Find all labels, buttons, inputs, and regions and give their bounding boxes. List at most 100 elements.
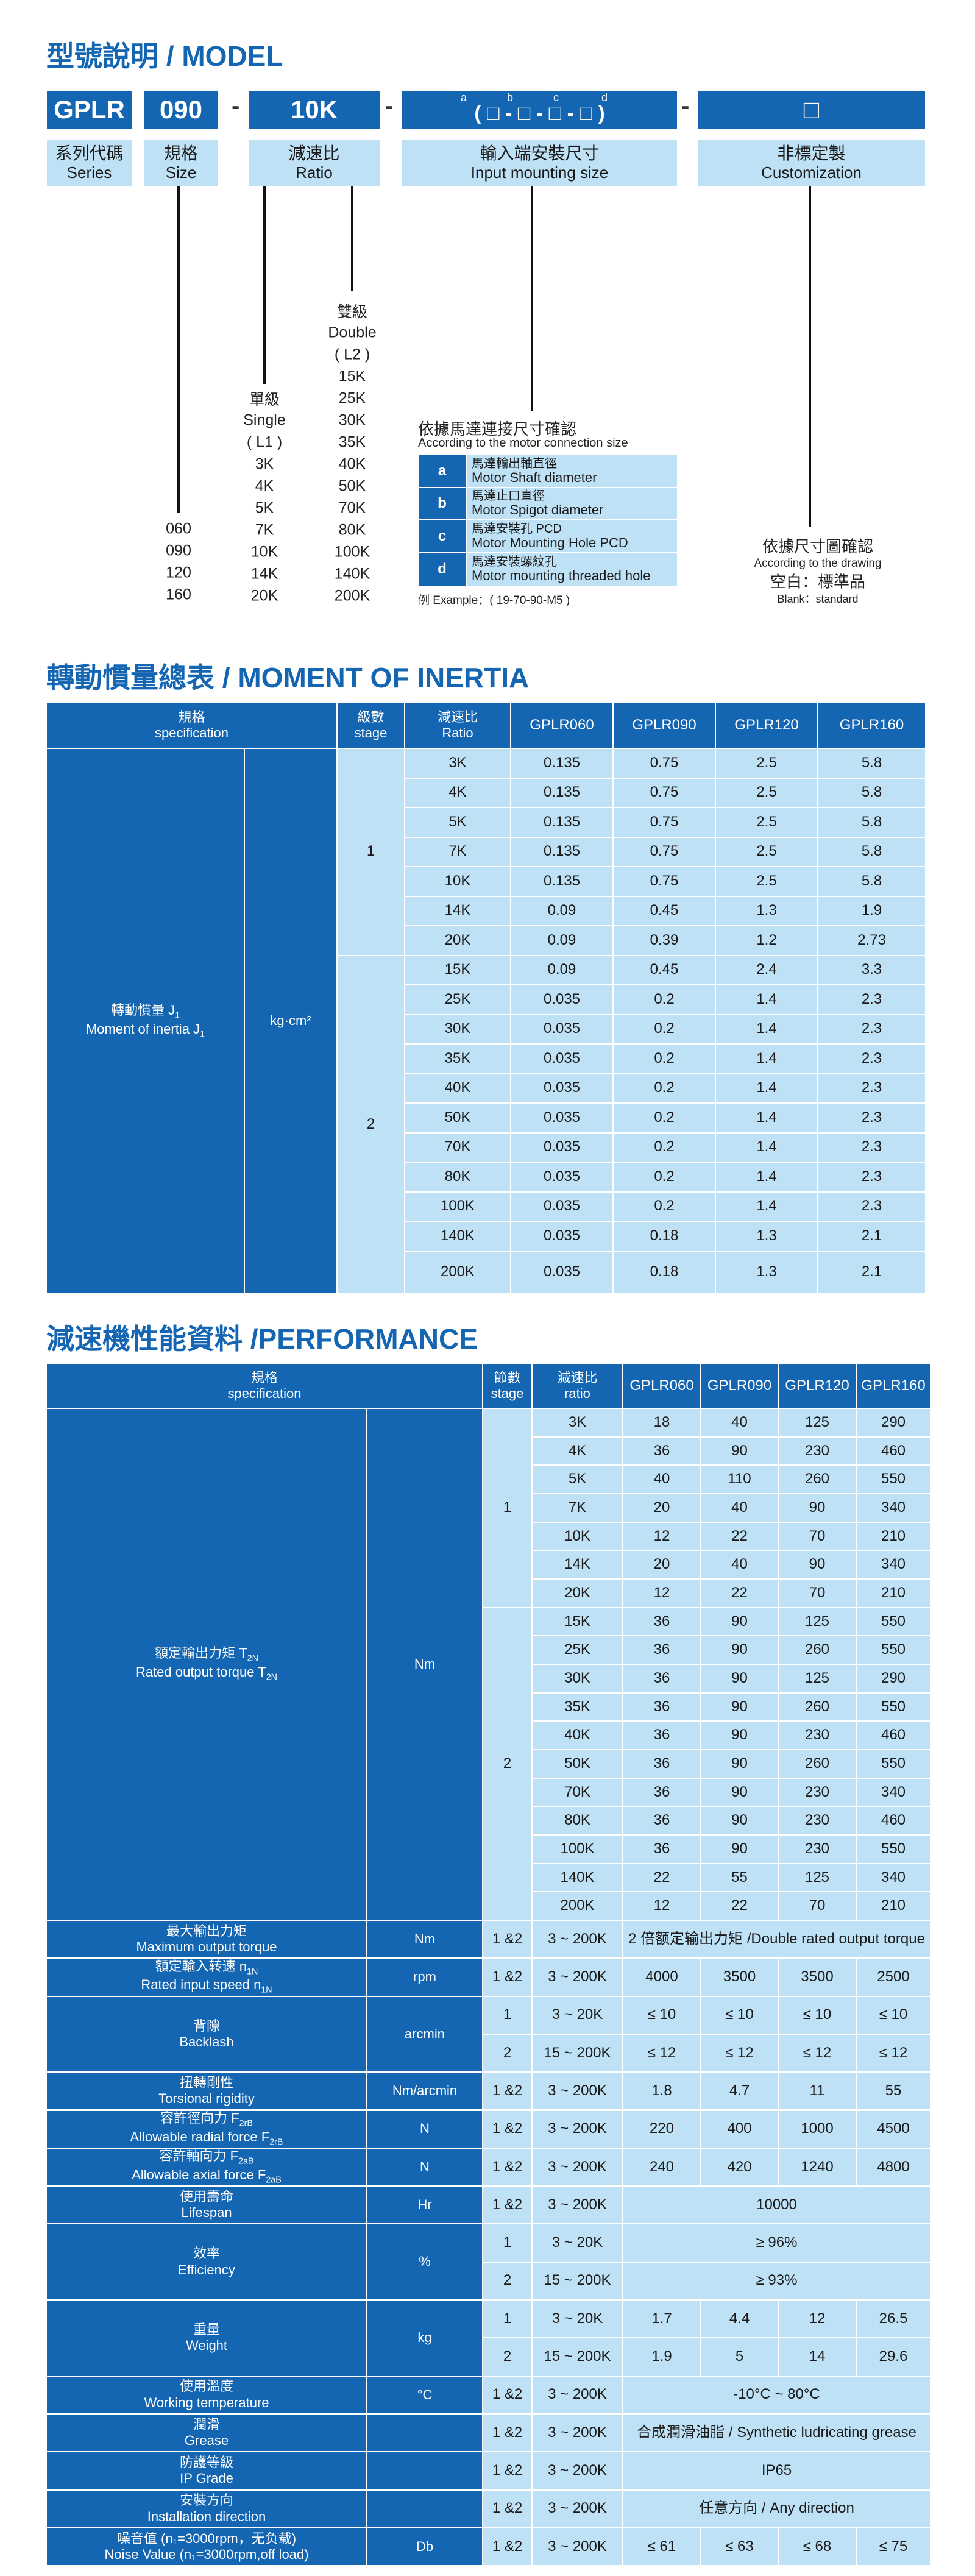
ratio-cell: 40K [405, 1073, 511, 1103]
label-en: Series [66, 163, 112, 182]
spec-cell: 潤滑 Grease [46, 2413, 367, 2452]
value-cell: 230 [778, 1778, 856, 1807]
value-cell: 4.7 [701, 2072, 778, 2110]
text-line: 使用壽命 [180, 2189, 233, 2205]
mounting-key: a [418, 455, 466, 488]
value-cell: 14 [778, 2338, 856, 2376]
size-option: 090 [166, 542, 191, 559]
separator: - [232, 93, 240, 119]
value: 0.035 [543, 1020, 581, 1037]
value: 2.1 [861, 1227, 882, 1244]
model-name: GPLR090 [707, 1377, 772, 1394]
text: 最大輸出力矩 [166, 1923, 247, 1939]
ratio: 20K [444, 931, 471, 948]
text: 背隙 [193, 2018, 220, 2034]
ratio: 14K [444, 902, 471, 919]
value: 1.4 [756, 990, 777, 1007]
ratio: 80K [564, 1812, 590, 1829]
text: 安裝方向 [179, 2493, 233, 2508]
connector-line [809, 186, 811, 527]
ratio-cell: 3 ~ 200K [532, 2527, 623, 2566]
value-cell: 1.2 [715, 926, 818, 956]
value-cell: 26.5 [856, 2300, 931, 2338]
value: 260 [804, 1641, 830, 1658]
code-text: □ [803, 95, 820, 124]
header-cell: GPLR060 [623, 1363, 701, 1408]
value: ≤ 63 [725, 2538, 754, 2555]
value: 1.4 [756, 1168, 777, 1185]
unit: Nm/arcmin [392, 2083, 458, 2099]
subscript: 2aB [266, 2175, 282, 2185]
subscript: 2rB [239, 2118, 253, 2129]
stage-cell: 1 &2 [483, 2413, 532, 2452]
text: 容許徑向力 [160, 2110, 228, 2126]
text-line: 轉動慣量 J1 [111, 1002, 180, 1021]
text: 規格 [178, 709, 205, 725]
ratio-cell: 5K [532, 1465, 623, 1494]
value: 1.3 [756, 1227, 777, 1244]
unit-cell [367, 2413, 483, 2452]
value: 550 [881, 1613, 906, 1630]
value-cell: 0.39 [613, 926, 715, 956]
ratio-option: 140K [334, 565, 370, 583]
ratio-option: 70K [338, 499, 366, 517]
ratio-cell: 3K [405, 748, 511, 778]
value-cell: 40 [701, 1494, 778, 1522]
value: 460 [881, 1812, 906, 1829]
custom-en: According to the drawing [754, 557, 882, 570]
value-cell: 0.035 [511, 1132, 613, 1162]
ratio: 35K [564, 1698, 590, 1715]
value-cell: ≤ 10 [778, 1996, 856, 2034]
unit-cell: arcmin [367, 1996, 483, 2073]
ratio-cell: 3 ~ 20K [532, 2224, 623, 2262]
value: 260 [804, 1698, 830, 1715]
header-cell: 規格 specification [46, 702, 337, 748]
spec-cell: 容許徑向力 F2rB Allowable radial force F2rB [46, 2110, 367, 2148]
value: 90 [731, 1613, 748, 1630]
subscript: 1N [261, 1985, 272, 1995]
text-line: Lifespan [181, 2205, 232, 2221]
text: 級數 [357, 709, 385, 725]
ratio: 3 ~ 20K [551, 2006, 603, 2023]
subscript: 1 [175, 1010, 180, 1021]
value-cell: 90 [701, 1750, 778, 1778]
connector-line [177, 186, 180, 513]
value-cell: 0.75 [613, 837, 715, 867]
value: 550 [881, 1698, 906, 1715]
value: 26.5 [879, 2310, 908, 2327]
value: 55 [885, 2082, 902, 2099]
header-cell: 規格 specification [46, 1363, 483, 1408]
value: 1.7 [651, 2310, 672, 2327]
value-cell: 0.035 [511, 1221, 613, 1251]
value: 260 [804, 1471, 830, 1488]
ratio: 25K [444, 990, 471, 1007]
ratio-cell: 15K [532, 1607, 623, 1636]
value: 550 [881, 1840, 906, 1857]
ratio: 3 ~ 200K [548, 2158, 607, 2175]
symbol: n [239, 1958, 247, 1974]
unit-cell: N [367, 2110, 483, 2148]
unit: arcmin [404, 2026, 445, 2042]
value: 2.3 [861, 1049, 882, 1066]
value: 36 [653, 1783, 670, 1800]
value: 2.5 [756, 872, 777, 889]
symbol: T [239, 1645, 247, 1661]
text: Noise Value (n₁=3000rpm,off load) [104, 2546, 309, 2562]
text-line: Maximum output torque [136, 1939, 277, 1955]
single-en: Single [243, 411, 286, 429]
value: 5.8 [861, 754, 882, 771]
spec-cell: 防護等級 IP Grade [46, 2452, 367, 2490]
double-en: Double [328, 324, 377, 341]
ratio-cell: 14K [532, 1550, 623, 1579]
text: Maximum output torque [136, 1939, 277, 1955]
model-name: GPLR060 [530, 716, 594, 733]
value: 2.3 [861, 990, 882, 1007]
value-cell: 4500 [856, 2110, 931, 2148]
ratio-cell: 7K [405, 837, 511, 867]
value: 2.3 [861, 1168, 882, 1185]
unit-cell: Db [367, 2527, 483, 2566]
value: 1.4 [756, 1049, 777, 1066]
stage: 2 [503, 2348, 512, 2365]
value-cell: 420 [701, 2148, 778, 2187]
label-box: 輸入端安裝尺寸 Input mounting size [402, 139, 678, 186]
